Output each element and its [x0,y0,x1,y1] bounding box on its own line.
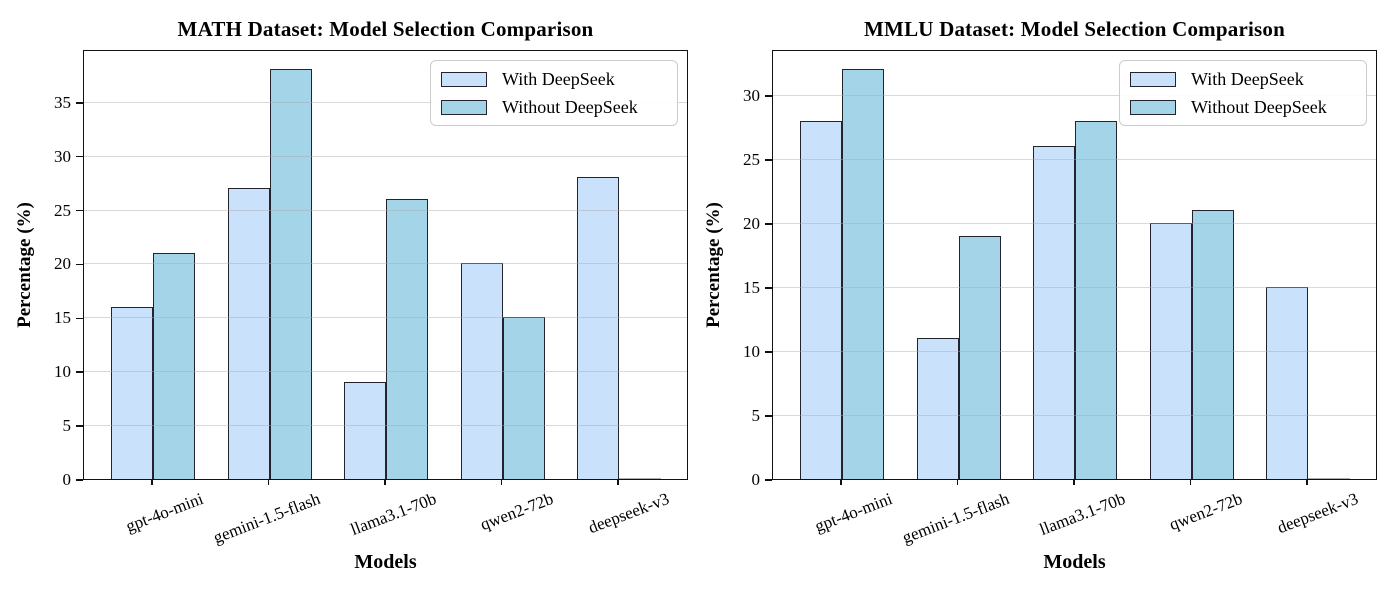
y-tick-label: 30 [54,146,71,166]
legend: With DeepSeek Without DeepSeek [430,60,678,126]
gridline [773,159,1376,161]
y-tick-mark [76,209,83,212]
bar [153,252,195,479]
legend-swatch-with-deepseek [441,71,487,87]
x-tick-mark [500,480,503,485]
x-tick-mark [267,480,270,485]
x-tick-mark [956,480,959,485]
y-tick-mark [765,159,772,161]
bar [227,188,270,479]
gridline [773,287,1376,289]
x-axis-label: Models [1043,551,1106,573]
x-tick-mark [1189,480,1192,485]
y-tick-label: 25 [54,200,71,220]
y-tick-mark [765,479,772,481]
gridline [84,317,687,319]
gridline [84,209,687,211]
bar [800,120,842,479]
bar [386,198,428,479]
bar [1033,146,1075,479]
y-tick-mark [76,102,83,104]
legend-label: Without DeepSeek [1191,96,1327,117]
y-tick-mark [765,287,772,289]
y-tick-mark [76,425,83,427]
y-tick-mark [76,317,83,320]
gridline [773,415,1376,417]
legend-item: With DeepSeek [441,65,665,93]
bar [1266,287,1308,479]
bar [1191,210,1234,479]
y-tick-mark [76,479,83,481]
bar [916,338,959,479]
bar [619,478,661,479]
bar [842,69,884,479]
y-tick-label: 10 [54,362,71,382]
bar [460,263,503,479]
legend-swatch-without-deepseek [1130,99,1176,115]
bar [577,177,619,479]
y-tick-label: 5 [751,406,761,425]
y-tick-mark [765,351,772,353]
x-tick-mark [1073,480,1075,485]
y-tick-label: 25 [743,150,760,170]
bar [1075,120,1117,479]
y-tick-label: 15 [54,308,71,328]
y-tick-label: 10 [743,342,760,362]
bar [344,382,386,479]
legend-item: Without DeepSeek [1130,93,1354,121]
x-axis-label: Models [354,551,417,573]
plot-area [772,50,1377,480]
gridline [84,155,687,157]
y-tick-label: 35 [54,92,71,112]
legend: With DeepSeek Without DeepSeek [1119,60,1367,126]
y-tick-mark [765,223,772,225]
legend-label: Without DeepSeek [502,96,638,117]
legend-swatch-with-deepseek [1130,71,1176,87]
y-tick-label: 5 [62,416,72,436]
legend-label: With DeepSeek [502,68,615,89]
y-tick-mark [765,415,772,417]
y-tick-label: 30 [743,86,760,106]
legend-label: With DeepSeek [1191,68,1304,89]
x-tick-mark [617,480,619,485]
y-tick-label: 0 [751,470,761,489]
gridline [773,223,1376,225]
x-tick-mark [840,480,842,485]
bar [958,235,1001,479]
chart-title: MMLU Dataset: Model Selection Comparison [864,17,1285,41]
y-tick-label: 0 [62,470,72,489]
gridline [773,95,1376,97]
x-tick-mark [384,480,386,485]
bar [111,306,153,479]
y-tick-label: 20 [743,214,760,234]
gridline [773,351,1376,353]
y-tick-mark [76,371,83,374]
gridline [84,425,687,427]
bar [1308,478,1350,479]
legend-item: With DeepSeek [1130,65,1354,93]
gridline [84,371,687,373]
y-tick-mark [765,95,772,97]
bar [502,317,545,479]
y-tick-label: 15 [743,278,760,298]
legend-swatch-without-deepseek [441,99,487,115]
gridline [84,263,687,265]
gridline [84,101,687,103]
y-tick-label: 20 [54,254,71,274]
y-tick-mark [76,155,83,158]
x-tick-mark [151,480,153,485]
bar [269,69,312,479]
x-tick-mark [1306,480,1308,485]
y-tick-mark [76,263,83,266]
legend-item: Without DeepSeek [441,93,665,121]
bar [1149,223,1192,479]
chart-title: MATH Dataset: Model Selection Comparison [177,17,594,41]
